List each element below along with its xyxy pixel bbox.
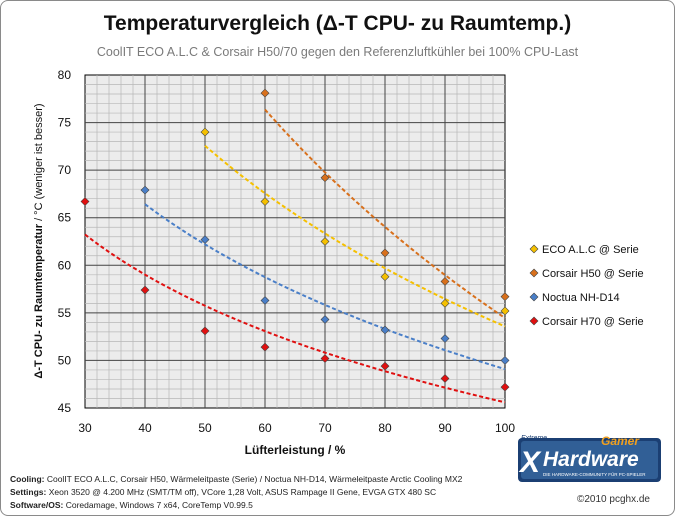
data-point [500,382,510,392]
data-point [500,292,510,302]
legend-marker [529,244,539,254]
y-tick-label: 60 [58,258,72,272]
data-point [320,237,330,246]
y-tick-label: 65 [58,211,72,225]
data-point [200,326,210,336]
y-axis-label-unit: / °C (weniger ist besser) [33,103,45,224]
trendline [204,144,506,328]
data-point [260,88,270,98]
data-point [380,248,390,258]
data-point [440,298,450,308]
data-point [260,342,270,352]
data-point [380,325,390,335]
data-point [440,277,450,286]
legend-marker [529,292,539,302]
svg-text:X: X [518,446,542,479]
data-point [320,173,330,183]
legend-label: Corsair H50 @ Serie [542,268,644,280]
legend-label: Corsair H70 @ Serie [542,316,644,328]
y-tick-label: 80 [58,68,72,82]
x-axis-label: Lüfterleistung / % [245,443,346,457]
footer-settings: Settings: Xeon 3520 @ 4.200 MHz (SMT/TM … [10,487,437,497]
y-axis-label: Δ-T CPU- zu Raumtemperatur / °C (weniger… [33,103,45,378]
svg-text:Hardware: Hardware [543,448,639,471]
data-point [380,361,390,371]
legend-label: Noctua NH-D14 [542,292,620,304]
legend-marker [529,316,539,326]
x-tick-label: 50 [198,421,212,435]
data-point [380,272,390,282]
legend: ECO A.L.C @ Serie Corsair H50 @ Serie Noct… [529,244,644,328]
footer-software: Software/OS: Coredamage, Windows 7 x64, … [10,500,253,510]
data-point [500,306,510,316]
data-point [320,354,330,363]
data-point [140,185,150,195]
x-tick-label: 70 [318,421,332,435]
x-tick-label: 60 [258,421,272,435]
trendline [84,233,506,404]
y-tick-label: 45 [58,401,72,415]
y-tick-label: 70 [58,163,72,177]
trendline [264,108,506,319]
svg-text:DIE HARDWARE-COMMUNITY FÜR PC-: DIE HARDWARE-COMMUNITY FÜR PC-SPIELER [543,471,646,477]
svg-text:Gamer: Gamer [601,434,640,448]
data-point [500,356,510,365]
data-point [260,197,270,206]
data-point [320,315,330,324]
x-tick-label: 30 [78,421,92,435]
trendline [144,203,506,371]
data-point [80,197,90,206]
legend-label: ECO A.L.C @ Serie [542,244,639,256]
plot-area [84,74,506,409]
svg-text:Extreme: Extreme [521,435,547,442]
y-tick-label: 50 [58,353,72,367]
chart-subtitle: CoolIT ECO A.L.C & Corsair H50/70 gegen … [96,45,579,59]
y-axis-label-main: Δ-T CPU- zu Raumtemperatur [33,223,45,378]
x-tick-label: 80 [378,421,392,435]
data-point [260,296,270,305]
x-tick-label: 40 [138,421,152,435]
x-tick-label: 100 [495,421,515,435]
chart-title: Temperaturvergleich (Δ-T CPU- zu Raumtem… [103,12,572,35]
y-tick-label: 55 [58,306,72,320]
data-point [200,127,210,137]
footer-cooling: Cooling: CoolIT ECO A.L.C, Corsair H50, … [10,474,463,484]
y-tick-label: 75 [58,116,72,130]
extreme-gamer-hardware-logo: Extreme Gamer X Hardware DIE HARDWARE-CO… [518,434,661,482]
legend-marker [529,268,539,278]
x-tick-label: 90 [438,421,452,435]
data-point [440,374,450,383]
copyright: ©2010 pcghx.de [577,494,650,505]
data-point [200,235,210,245]
data-point [140,285,150,295]
data-point [440,334,450,343]
